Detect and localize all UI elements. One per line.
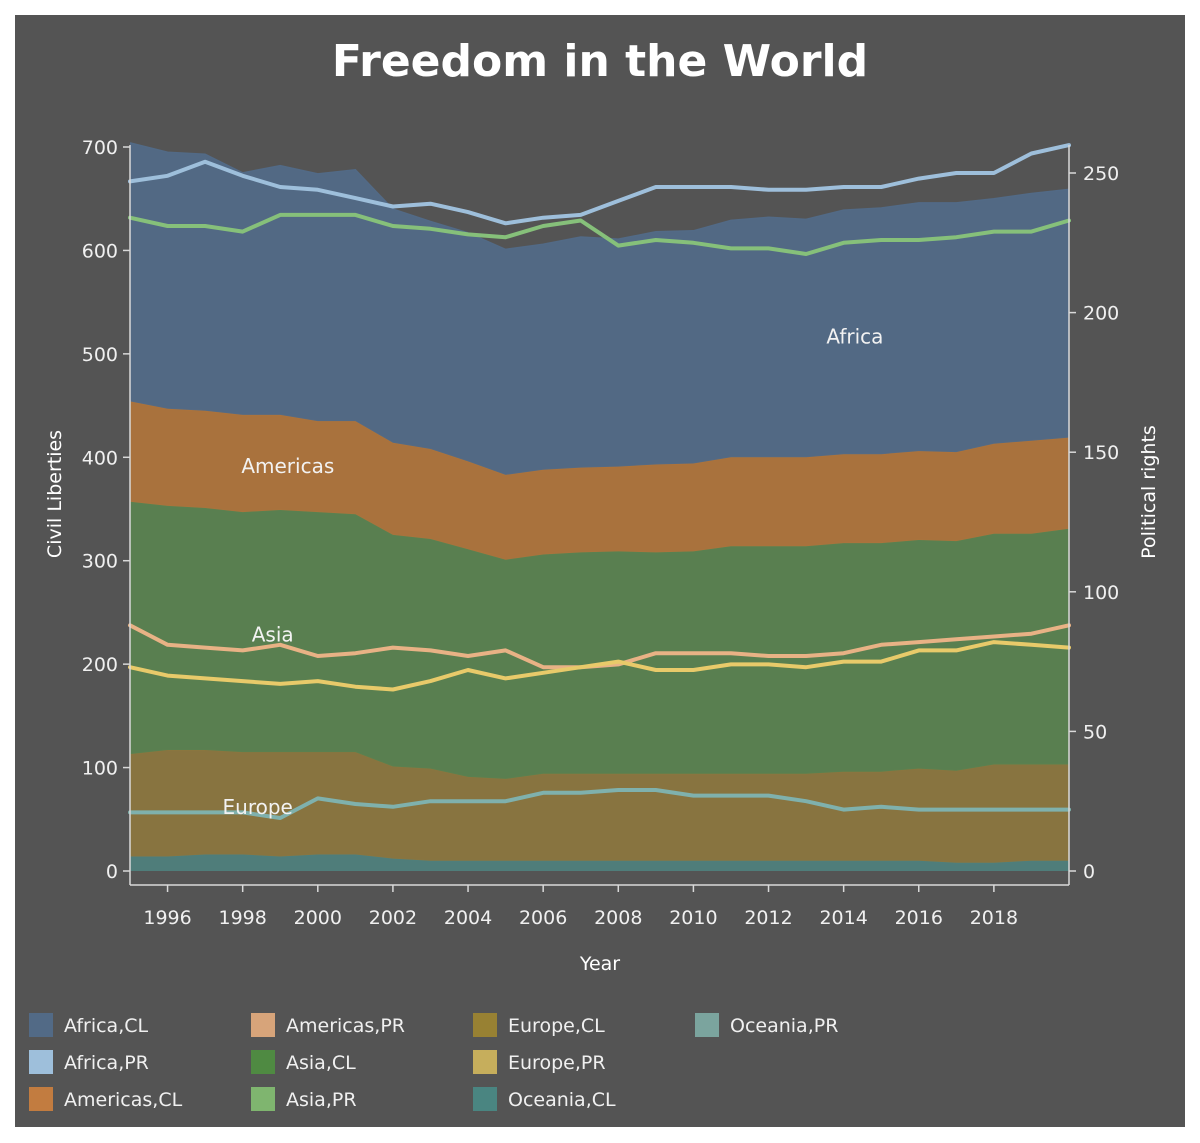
- line-africa-pr: [128, 143, 1071, 226]
- x-tick-label: 2000: [294, 907, 342, 929]
- area-africa-cl: [130, 142, 1069, 475]
- left-tick-label: 100: [82, 758, 118, 780]
- x-tick-label: 2008: [594, 907, 642, 929]
- x-tick-label: 1998: [219, 907, 267, 929]
- region-label-africa: Africa: [826, 325, 883, 349]
- legend-label: Americas,CL: [64, 1089, 183, 1111]
- legend-label: Europe,CL: [508, 1015, 605, 1037]
- legend-swatch: [29, 1050, 53, 1074]
- chart-frame: Freedom in the World Africa Americas Asia E…: [15, 15, 1185, 1127]
- axes-layer: [129, 145, 1070, 886]
- region-label-layer: Africa Americas Asia Europe: [223, 325, 884, 820]
- area-oceania-cl: [130, 854, 1069, 871]
- x-axis-title: Year: [579, 953, 620, 975]
- right-tick-label: 200: [1083, 303, 1119, 325]
- left-tick-label: 600: [82, 240, 118, 262]
- left-tick-label: 200: [82, 654, 118, 676]
- legend-label: Africa,CL: [64, 1015, 148, 1037]
- left-axis-title: Civil Liberties: [44, 430, 66, 558]
- legend-item-asia-cl: Asia,CL: [251, 1050, 356, 1074]
- legend-label: Oceania,CL: [508, 1089, 616, 1111]
- tick-layer: 0 100 200 300 400 500 600 700 0 50 100 150 200 250 199…: [82, 137, 1120, 929]
- legend-item-europe-pr: Europe,PR: [473, 1050, 606, 1074]
- legend-label: Americas,PR: [286, 1015, 405, 1037]
- x-tick-label: 2014: [819, 907, 867, 929]
- right-tick-label: 0: [1083, 861, 1095, 883]
- x-tick-label: 1996: [143, 907, 191, 929]
- legend: Africa,CL Africa,PR Americas,CL Americas,PR…: [29, 1013, 838, 1111]
- region-label-americas: Americas: [241, 454, 334, 478]
- legend-item-europe-cl: Europe,CL: [473, 1013, 605, 1037]
- legend-item-americas-cl: Americas,CL: [29, 1087, 183, 1111]
- legend-label: Asia,PR: [286, 1089, 357, 1111]
- legend-swatch: [251, 1087, 275, 1111]
- line-oceania-pr: [128, 788, 1071, 820]
- legend-item-asia-pr: Asia,PR: [251, 1087, 357, 1111]
- area-asia-cl: [130, 501, 1069, 779]
- region-label-asia: Asia: [252, 622, 294, 646]
- legend-item-oceania-cl: Oceania,CL: [473, 1087, 616, 1111]
- legend-swatch: [251, 1013, 275, 1037]
- x-tick-label: 2004: [444, 907, 492, 929]
- area-edge-africa-cl: [129, 142, 1070, 251]
- right-axis-title: Political rights: [1138, 425, 1160, 559]
- x-tick-label: 2006: [519, 907, 567, 929]
- legend-label: Europe,PR: [508, 1052, 606, 1074]
- left-tick-label: 400: [82, 447, 118, 469]
- legend-label: Asia,CL: [286, 1052, 356, 1074]
- left-tick-label: 0: [106, 861, 118, 883]
- legend-swatch: [473, 1087, 497, 1111]
- right-tick-label: 100: [1083, 582, 1119, 604]
- right-tick-label: 150: [1083, 442, 1119, 464]
- x-tick-label: 2012: [744, 907, 792, 929]
- area-americas-cl: [130, 401, 1069, 560]
- legend-item-oceania-pr: Oceania,PR: [695, 1013, 838, 1037]
- legend-swatch: [251, 1050, 275, 1074]
- right-tick-label: 50: [1083, 721, 1107, 743]
- area-europe-cl: [130, 750, 1069, 863]
- area-layer: [129, 142, 1070, 871]
- chart-svg: Freedom in the World Africa Americas Asia E…: [29, 36, 1160, 1111]
- chart-title: Freedom in the World: [332, 36, 868, 87]
- x-tick-label: 2010: [669, 907, 717, 929]
- legend-item-africa-pr: Africa,PR: [29, 1050, 149, 1074]
- right-tick-label: 250: [1083, 163, 1119, 185]
- legend-swatch: [473, 1050, 497, 1074]
- legend-swatch: [695, 1013, 719, 1037]
- region-label-europe: Europe: [223, 795, 293, 819]
- legend-swatch: [29, 1087, 53, 1111]
- x-tick-label: 2016: [895, 907, 943, 929]
- left-tick-label: 700: [82, 137, 118, 159]
- line-asia-pr: [128, 212, 1071, 256]
- legend-item-africa-cl: Africa,CL: [29, 1013, 148, 1037]
- legend-swatch: [473, 1013, 497, 1037]
- line-layer: [128, 143, 1071, 820]
- x-tick-label: 2018: [970, 907, 1018, 929]
- legend-swatch: [29, 1013, 53, 1037]
- legend-label: Africa,PR: [64, 1052, 149, 1074]
- left-tick-label: 300: [82, 551, 118, 573]
- line-europe-pr: [128, 640, 1071, 692]
- legend-item-americas-pr: Americas,PR: [251, 1013, 405, 1037]
- legend-label: Oceania,PR: [730, 1015, 838, 1037]
- x-tick-label: 2002: [369, 907, 417, 929]
- left-tick-label: 500: [82, 344, 118, 366]
